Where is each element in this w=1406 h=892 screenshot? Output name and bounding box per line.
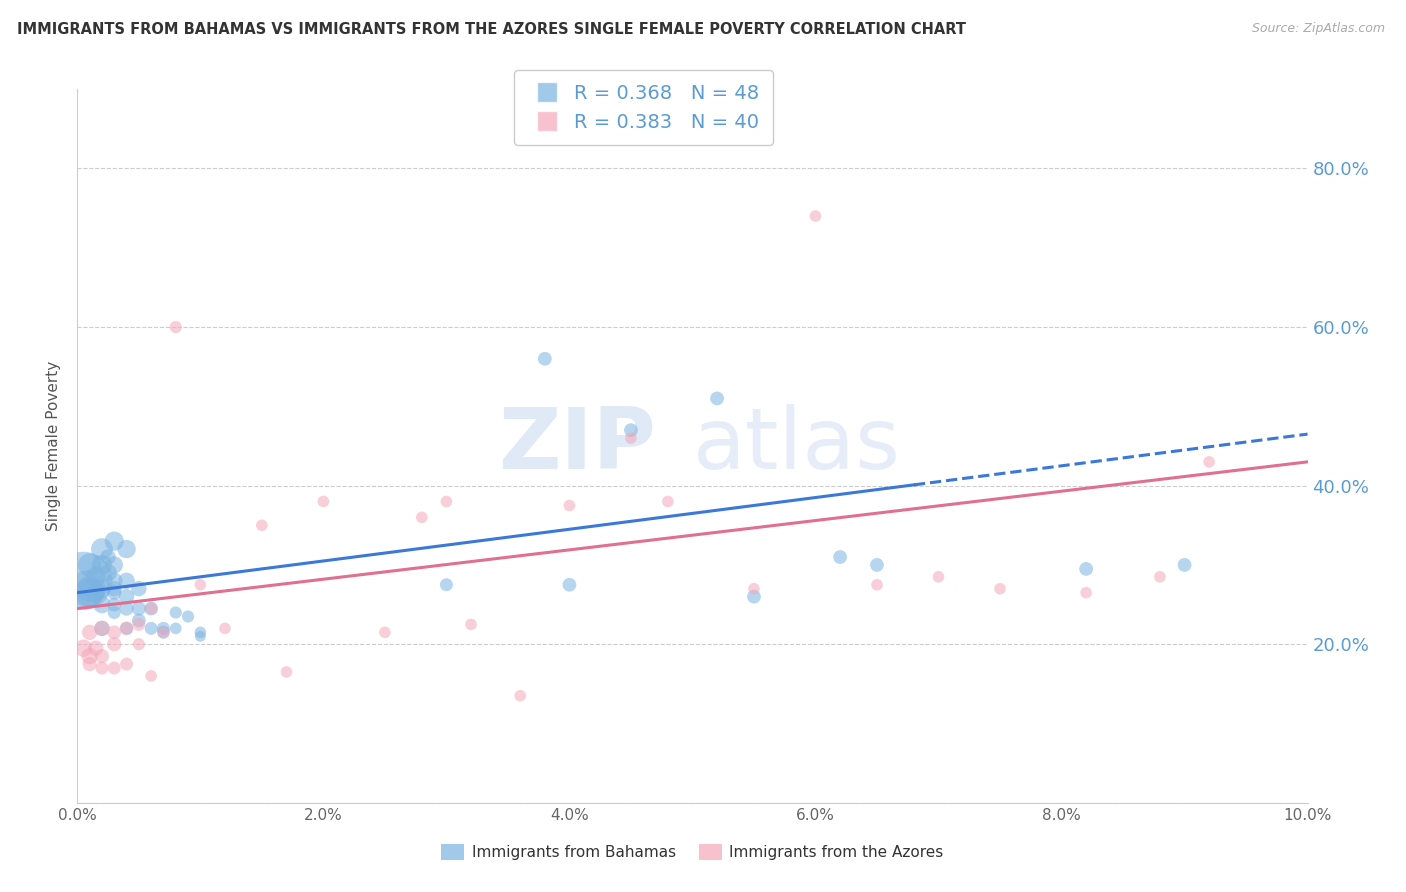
Point: [312, 494, 335, 508]
Point: [103, 598, 125, 612]
Point: [141, 621, 163, 635]
Point: [509, 689, 531, 703]
Point: [988, 582, 1011, 596]
Point: [830, 549, 852, 564]
Point: [115, 574, 138, 588]
Point: [706, 392, 728, 406]
Point: [152, 621, 174, 635]
Point: [128, 614, 150, 628]
Point: [72, 641, 94, 656]
Point: [76, 582, 98, 596]
Point: [115, 590, 138, 604]
Point: [141, 601, 163, 615]
Point: [90, 621, 114, 635]
Point: [103, 558, 125, 572]
Point: [115, 601, 138, 615]
Point: [620, 431, 643, 445]
Point: [177, 609, 200, 624]
Point: [128, 637, 150, 651]
Point: [90, 621, 114, 635]
Text: IMMIGRANTS FROM BAHAMAS VS IMMIGRANTS FROM THE AZORES SINGLE FEMALE POVERTY CORR: IMMIGRANTS FROM BAHAMAS VS IMMIGRANTS FR…: [17, 22, 966, 37]
Point: [188, 625, 212, 640]
Point: [1174, 558, 1197, 572]
Legend: Immigrants from Bahamas, Immigrants from the Azores: Immigrants from Bahamas, Immigrants from…: [434, 838, 950, 866]
Point: [103, 661, 125, 675]
Point: [128, 601, 150, 615]
Point: [152, 625, 174, 640]
Point: [84, 641, 107, 656]
Point: [103, 637, 125, 651]
Point: [214, 621, 236, 635]
Point: [79, 558, 101, 572]
Point: [103, 606, 125, 620]
Point: [374, 625, 396, 640]
Point: [90, 598, 114, 612]
Text: ZIP: ZIP: [498, 404, 655, 488]
Point: [866, 558, 889, 572]
Point: [152, 625, 174, 640]
Point: [165, 621, 187, 635]
Point: [128, 617, 150, 632]
Point: [411, 510, 433, 524]
Point: [79, 657, 101, 671]
Point: [115, 621, 138, 635]
Point: [84, 585, 107, 599]
Point: [188, 629, 212, 643]
Point: [90, 649, 114, 664]
Point: [165, 606, 187, 620]
Point: [1198, 455, 1220, 469]
Point: [79, 582, 101, 596]
Point: [436, 578, 458, 592]
Point: [103, 625, 125, 640]
Point: [115, 657, 138, 671]
Text: Source: ZipAtlas.com: Source: ZipAtlas.com: [1251, 22, 1385, 36]
Point: [558, 499, 581, 513]
Point: [115, 542, 138, 557]
Point: [804, 209, 827, 223]
Point: [276, 665, 298, 679]
Point: [188, 578, 212, 592]
Point: [90, 542, 114, 557]
Point: [141, 601, 163, 615]
Point: [72, 574, 94, 588]
Point: [90, 582, 114, 596]
Point: [141, 669, 163, 683]
Point: [620, 423, 643, 437]
Y-axis label: Single Female Poverty: Single Female Poverty: [46, 361, 62, 531]
Point: [558, 578, 581, 592]
Point: [436, 494, 458, 508]
Point: [250, 518, 273, 533]
Point: [866, 578, 889, 592]
Point: [1076, 562, 1098, 576]
Point: [103, 534, 125, 549]
Point: [1076, 585, 1098, 599]
Point: [742, 590, 765, 604]
Point: [742, 582, 765, 596]
Point: [103, 574, 125, 588]
Point: [1149, 570, 1171, 584]
Point: [460, 617, 482, 632]
Point: [90, 661, 114, 675]
Point: [79, 585, 101, 599]
Point: [928, 570, 950, 584]
Point: [103, 585, 125, 599]
Point: [103, 582, 125, 596]
Point: [84, 570, 107, 584]
Point: [115, 621, 138, 635]
Point: [97, 566, 120, 580]
Point: [79, 649, 101, 664]
Point: [534, 351, 557, 366]
Point: [657, 494, 679, 508]
Point: [90, 558, 114, 572]
Point: [97, 549, 120, 564]
Point: [128, 582, 150, 596]
Point: [165, 320, 187, 334]
Text: atlas: atlas: [693, 404, 900, 488]
Point: [79, 625, 101, 640]
